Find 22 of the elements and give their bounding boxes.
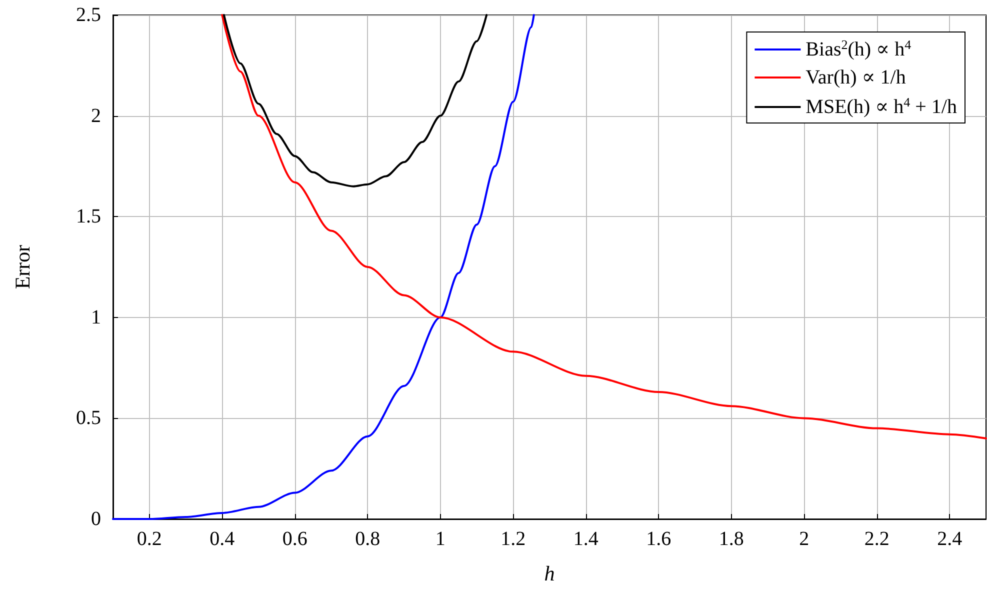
x-tick-label: 1.4 — [573, 528, 598, 550]
line-series — [221, 14, 987, 440]
legend-label: Var(h) ∝ 1/h — [806, 66, 906, 88]
x-tick-label: 1.2 — [500, 528, 526, 550]
x-tick-label: 0.2 — [136, 528, 162, 550]
x-tick-label: 1 — [435, 528, 446, 550]
x-tick-label: 2.2 — [864, 528, 890, 550]
y-tick-label: 2 — [91, 104, 101, 127]
x-tick-label: 2.4 — [937, 528, 962, 550]
x-tick-label: 0.8 — [355, 528, 380, 550]
x-tick-label: 0.6 — [282, 528, 308, 550]
y-axis-title: Error — [10, 244, 34, 290]
y-tick-label: 0.5 — [76, 407, 101, 430]
x-tick-label: 1.8 — [718, 528, 744, 550]
x-tick-label: 0.4 — [210, 528, 235, 550]
x-axis-title: h — [544, 562, 555, 586]
y-tick-label: 0 — [91, 508, 101, 530]
y-tick-label: 1.5 — [76, 206, 101, 228]
x-tick-label: 1.6 — [646, 528, 672, 550]
y-tick-label: 2.5 — [76, 4, 101, 26]
x-tick-label: 2 — [799, 528, 810, 550]
y-tick-label: 1 — [91, 306, 101, 328]
